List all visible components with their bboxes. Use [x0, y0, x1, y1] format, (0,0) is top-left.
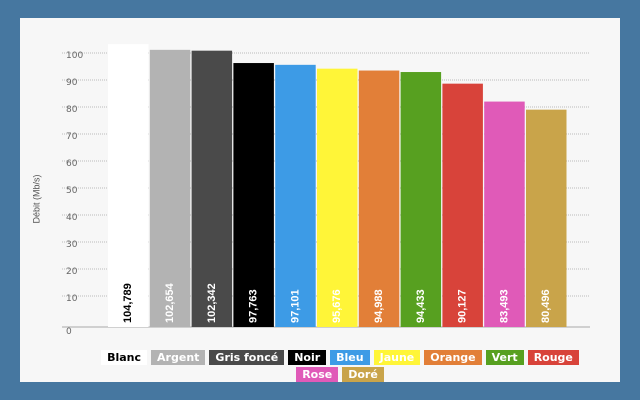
data-label: 102,342 [206, 283, 218, 323]
legend-item[interactable]: Blanc [101, 350, 148, 365]
data-label: 83,493 [498, 289, 510, 323]
legend-item[interactable]: Rouge [527, 350, 579, 365]
bar-bleu [275, 64, 316, 327]
bar-chart: 0 10 20 30 40 50 60 70 80 90 100 104,789 102,654 102,… [62, 44, 590, 337]
data-label: 104,789 [122, 283, 134, 323]
legend-item[interactable]: Noir [288, 350, 327, 365]
bar-noir [233, 63, 274, 327]
y-tick-label: 40 [66, 213, 78, 223]
y-axis-title: Débit (Mb/s) [31, 174, 42, 224]
data-label: 94,988 [373, 289, 385, 323]
y-tick-label: 90 [66, 78, 78, 88]
legend-item[interactable]: Rose [296, 367, 339, 382]
legend-item[interactable]: Jaune [373, 350, 421, 365]
bar-blanc [108, 44, 149, 327]
data-label: 102,654 [164, 282, 176, 323]
data-label: 90,127 [457, 289, 469, 323]
data-label: 97,101 [289, 289, 301, 323]
legend-item[interactable]: Orange [424, 350, 482, 365]
bar-rose [484, 101, 525, 327]
y-tick-label: 70 [66, 132, 78, 142]
y-tick-label: 10 [66, 294, 78, 304]
y-tick-label: 30 [66, 240, 78, 250]
data-label: 95,676 [331, 289, 343, 323]
legend-item[interactable]: Bleu [330, 350, 370, 365]
y-tick-label: 80 [66, 105, 78, 115]
bar-doré [526, 109, 567, 327]
legend-item[interactable]: Doré [342, 367, 384, 382]
legend-item[interactable]: Gris foncé [209, 350, 285, 365]
y-tick-label: 0 [66, 327, 72, 337]
bar-gris-foncé [191, 50, 233, 327]
data-label: 97,763 [248, 289, 260, 323]
y-tick-label: 20 [66, 267, 78, 277]
legend-item[interactable]: Argent [151, 350, 206, 365]
bar-orange [358, 70, 400, 327]
data-label: 94,433 [415, 289, 427, 323]
bar-argent [149, 49, 191, 327]
legend: Blanc Argent Gris foncé Noir Bleu Jaune Orange… [80, 350, 600, 382]
y-tick-label: 100 [66, 51, 83, 61]
chart-panel: 0 10 20 30 40 50 60 70 80 90 100 104,789 102,654 102,… [20, 18, 620, 382]
legend-item[interactable]: Vert [485, 350, 524, 365]
y-tick-label: 50 [66, 186, 78, 196]
bar-jaune [317, 68, 358, 327]
data-label: 80,496 [540, 289, 552, 323]
bar-rouge [442, 83, 483, 327]
y-tick-label: 60 [66, 159, 78, 169]
bar-vert [400, 72, 442, 327]
